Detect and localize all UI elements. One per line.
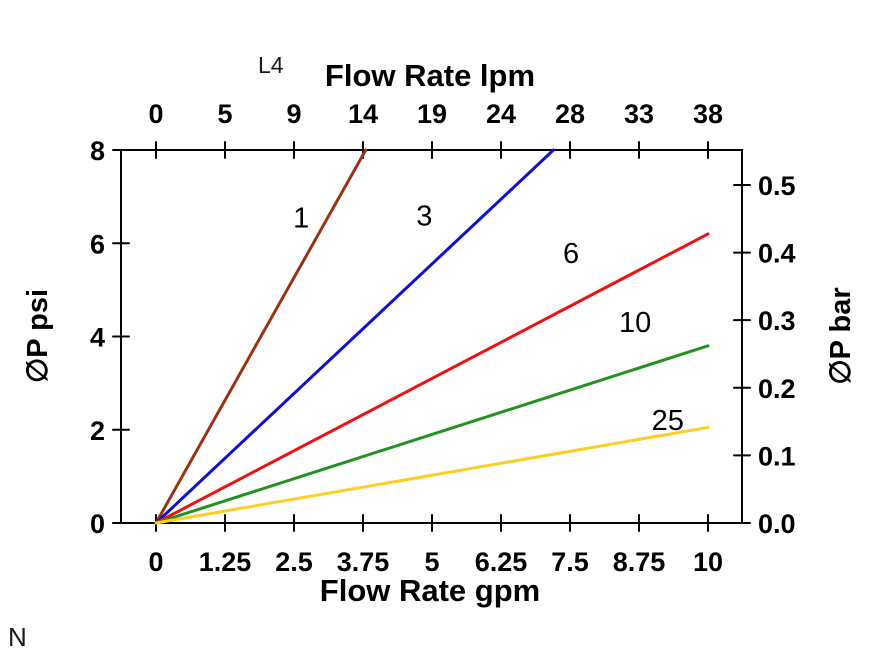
curve-label-25: 25 [652,405,684,437]
x-axis-bottom-tick-label: 8.75 [613,547,666,577]
x-axis-top-tick-label: 33 [624,99,654,129]
y-axis-left-tick-label: 4 [90,323,105,353]
y-axis-right-title: ∅P bar [825,287,857,384]
curve-1 [154,148,368,525]
y-axis-right-tick-label: 0.0 [758,509,796,539]
x-axis-top-tick-label: 9 [286,99,301,129]
x-axis-top-tick-label: 19 [417,99,447,129]
y-axis-right-tick-label: 0.4 [758,239,796,269]
y-axis-left-tick-label: 2 [90,416,105,446]
x-axis-bottom-title: Flow Rate gpm [320,573,540,608]
y-axis-left-title: ∅P psi [22,289,54,383]
x-axis-bottom-tick-label: 10 [693,547,723,577]
x-axis-top-tick-label: 5 [217,99,232,129]
page-corner-code-label: N [8,622,27,652]
x-axis-bottom-tick-label: 5 [424,547,439,577]
x-axis-bottom-tick-label: 2.5 [275,547,313,577]
curve-label-3: 3 [416,200,432,232]
x-axis-top-tick-label: 14 [348,99,378,129]
y-axis-right-tick-label: 0.3 [758,306,796,336]
curve-label-6: 6 [563,238,579,270]
y-axis-right-tick-label: 0.1 [758,441,796,471]
chart-code-label: L4 [258,52,284,78]
x-axis-bottom-tick-label: 0 [148,547,163,577]
x-axis-bottom-tick-label: 1.25 [199,547,252,577]
curve-6 [154,232,710,525]
y-axis-left-tick-label: 8 [90,136,105,166]
x-axis-top-title: Flow Rate lpm [325,58,535,93]
curve-3 [154,148,555,525]
x-axis-bottom-tick-label: 3.75 [337,547,390,577]
y-axis-right-tick-label: 0.2 [758,374,796,404]
y-axis-left-tick-label: 6 [90,229,105,259]
y-axis-left-tick-label: 0 [90,509,105,539]
x-axis-top-tick-label: 38 [693,99,723,129]
curve-label-1: 1 [293,203,309,235]
x-axis-top-tick-label: 0 [148,99,163,129]
x-axis-bottom-tick-label: 7.5 [551,547,589,577]
y-axis-right-tick-label: 0.5 [758,171,796,201]
curve-25 [154,425,710,525]
x-axis-top-tick-label: 24 [486,99,516,129]
curve-label-10: 10 [619,307,651,339]
x-axis-top-tick-label: 28 [555,99,585,129]
curve-10 [154,344,710,525]
x-axis-bottom-tick-label: 6.25 [475,547,528,577]
